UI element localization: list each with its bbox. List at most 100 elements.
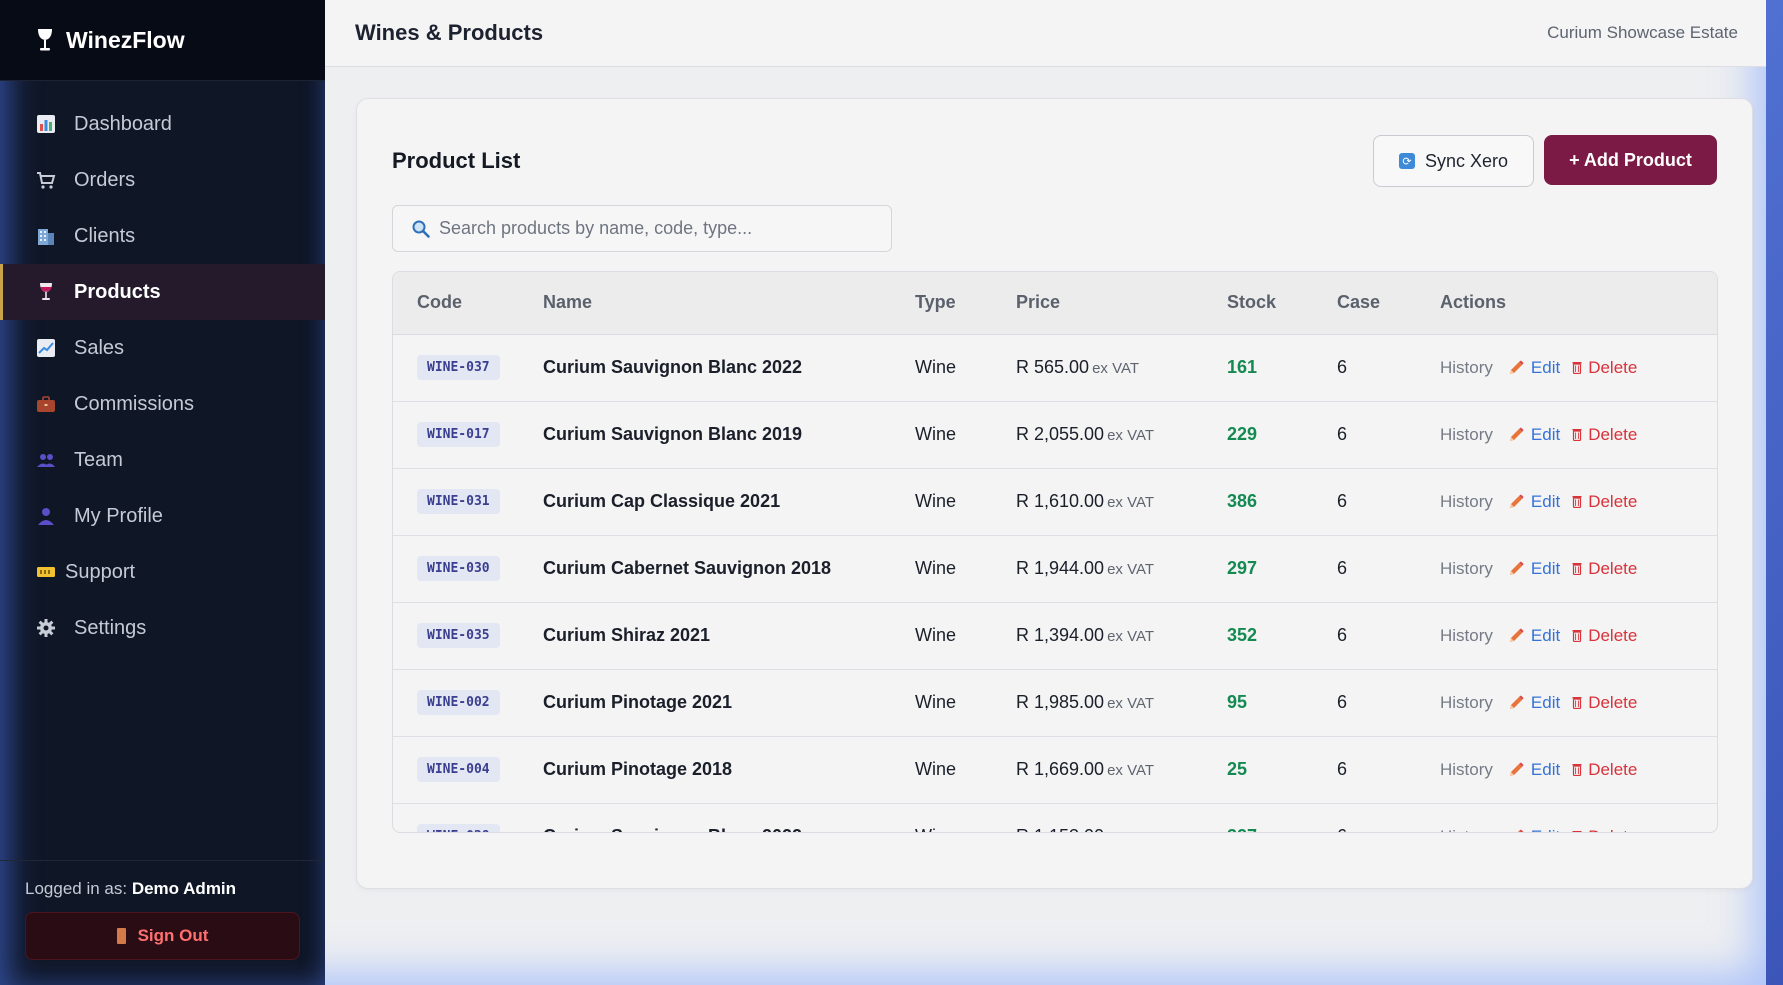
product-name: Curium Cabernet Sauvignon 2018	[543, 558, 832, 578]
product-case-size: 6	[1337, 558, 1348, 578]
column-header-price[interactable]: Price	[1016, 272, 1227, 335]
history-button[interactable]: History	[1440, 625, 1493, 645]
product-type: Wine	[915, 558, 957, 578]
edit-button[interactable]: Edit	[1507, 693, 1560, 713]
history-button[interactable]: History	[1440, 491, 1493, 511]
sidebar-item-products[interactable]: Products	[0, 264, 325, 320]
page-title: Wines & Products	[355, 20, 544, 45]
sidebar-item-dashboard[interactable]: Dashboard	[0, 96, 325, 152]
product-price: R 1,610.00	[1016, 491, 1105, 511]
delete-button[interactable]: Delete	[1572, 358, 1637, 378]
table-row[interactable]: WINE-030 Curium Cabernet Sauvignon 2018 …	[393, 535, 1717, 602]
brand[interactable]: WinezFlow	[0, 0, 325, 81]
trend-chart-icon	[36, 338, 56, 358]
history-button[interactable]: History	[1440, 692, 1493, 712]
table-row[interactable]: WINE-002 Curium Pinotage 2021 Wine R 1,9…	[393, 669, 1717, 736]
edit-button[interactable]: Edit	[1507, 425, 1560, 445]
delete-button[interactable]: Delete	[1572, 693, 1637, 713]
edit-button[interactable]: Edit	[1507, 626, 1560, 646]
search-input[interactable]	[439, 218, 879, 239]
column-header-code[interactable]: Code	[393, 272, 543, 335]
history-button[interactable]: History	[1440, 759, 1493, 779]
price-vat-suffix: ex VAT	[1107, 628, 1155, 645]
table-header-row: Code Name Type Price Stock Case Actions	[393, 272, 1717, 335]
brand-name: WinezFlow	[66, 26, 185, 53]
door-icon	[116, 928, 126, 944]
column-header-stock[interactable]: Stock	[1227, 272, 1337, 335]
delete-button[interactable]: Delete	[1572, 425, 1637, 445]
column-header-type[interactable]: Type	[915, 272, 1016, 335]
sidebar-footer: Logged in as: Demo Admin Sign Out	[0, 860, 325, 985]
delete-button[interactable]: Delete	[1572, 626, 1637, 646]
product-case-size: 6	[1337, 625, 1348, 645]
price-vat-suffix: ex VAT	[1107, 762, 1155, 779]
sidebar-item-label: Orders	[74, 168, 136, 191]
trash-icon	[1572, 830, 1582, 832]
sidebar-item-settings[interactable]: Settings	[0, 600, 325, 656]
table-row[interactable]: WINE-031 Curium Cap Classique 2021 Wine …	[393, 468, 1717, 535]
history-button[interactable]: History	[1440, 424, 1493, 444]
product-table-container[interactable]: Code Name Type Price Stock Case Actions …	[392, 271, 1718, 833]
sync-xero-button[interactable]: ⟳ Sync Xero	[1373, 135, 1534, 187]
sidebar-item-label: Dashboard	[74, 112, 172, 135]
sidebar-item-label: Team	[74, 448, 123, 471]
edit-button[interactable]: Edit	[1507, 492, 1560, 512]
sidebar-item-orders[interactable]: Orders	[0, 152, 325, 208]
sign-out-button[interactable]: Sign Out	[25, 912, 300, 960]
history-button[interactable]: History	[1440, 357, 1493, 377]
delete-button[interactable]: Delete	[1572, 827, 1637, 832]
delete-label: Delete	[1588, 491, 1638, 511]
product-stock: 161	[1227, 357, 1258, 377]
delete-button[interactable]: Delete	[1572, 760, 1637, 780]
product-code-badge: WINE-037	[417, 355, 500, 380]
product-price: R 1,669.00	[1016, 759, 1105, 779]
product-stock: 297	[1227, 558, 1258, 578]
edit-button[interactable]: Edit	[1507, 760, 1560, 780]
pencil-icon	[1507, 493, 1525, 511]
history-button[interactable]: History	[1440, 827, 1493, 833]
sign-out-label: Sign Out	[137, 926, 209, 945]
pencil-icon	[1507, 359, 1525, 377]
sidebar-item-sales[interactable]: Sales	[0, 320, 325, 376]
add-product-label: + Add Product	[1569, 149, 1692, 170]
pencil-icon	[1507, 761, 1525, 779]
trash-icon	[1572, 696, 1582, 709]
price-vat-suffix: ex VAT	[1107, 427, 1155, 444]
product-code-badge: WINE-004	[417, 757, 500, 782]
logged-in-user: Demo Admin	[131, 879, 237, 898]
column-header-name[interactable]: Name	[543, 272, 915, 335]
table-row[interactable]: WINE-004 Curium Pinotage 2018 Wine R 1,6…	[393, 736, 1717, 803]
pencil-icon	[1507, 560, 1525, 578]
edit-button[interactable]: Edit	[1507, 827, 1560, 832]
edit-button[interactable]: Edit	[1507, 358, 1560, 378]
delete-label: Delete	[1588, 357, 1638, 377]
product-code-badge: WINE-030	[417, 556, 500, 581]
sidebar-item-my-profile[interactable]: My Profile	[0, 488, 325, 544]
product-type: Wine	[915, 759, 957, 779]
table-row[interactable]: WINE-017 Curium Sauvignon Blanc 2019 Win…	[393, 401, 1717, 468]
table-row[interactable]: WINE-037 Curium Sauvignon Blanc 2022 Win…	[393, 334, 1717, 401]
column-header-case[interactable]: Case	[1337, 272, 1440, 335]
product-case-size: 6	[1337, 491, 1348, 511]
users-icon	[36, 450, 56, 470]
delete-button[interactable]: Delete	[1572, 492, 1637, 512]
column-header-actions: Actions	[1440, 272, 1717, 335]
sidebar-item-clients[interactable]: Clients	[0, 208, 325, 264]
sidebar-item-support[interactable]: Support	[0, 544, 325, 600]
sidebar-item-label: Products	[74, 280, 161, 303]
sidebar-item-label: My Profile	[74, 504, 163, 527]
price-vat-suffix: ex VAT	[1107, 561, 1155, 578]
sidebar-item-commissions[interactable]: Commissions	[0, 376, 325, 432]
add-product-button[interactable]: + Add Product	[1544, 135, 1717, 185]
delete-button[interactable]: Delete	[1572, 559, 1637, 579]
card-title: Product List	[392, 148, 521, 173]
table-row[interactable]: WINE-035 Curium Shiraz 2021 Wine R 1,394…	[393, 602, 1717, 669]
pencil-icon	[1507, 828, 1525, 832]
gear-icon	[36, 618, 56, 638]
sidebar-item-team[interactable]: Team	[0, 432, 325, 488]
product-case-size: 6	[1337, 692, 1348, 712]
table-row[interactable]: WINE-028 Curium Sauvignon Blanc 2022 Win…	[393, 803, 1717, 833]
sidebar-item-label: Settings	[74, 616, 147, 639]
history-button[interactable]: History	[1440, 558, 1493, 578]
edit-button[interactable]: Edit	[1507, 559, 1560, 579]
